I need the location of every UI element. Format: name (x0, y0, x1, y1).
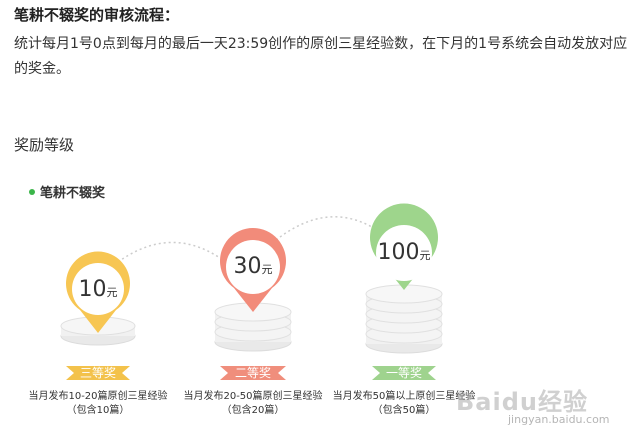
rule-heading: 笔耕不辍奖的审核流程： (14, 6, 180, 24)
tier1-caption-line2: （包含50篇） (372, 405, 436, 416)
baidu-watermark-logo: Baidu经验 (456, 388, 588, 416)
ribbon-tier1-icon (372, 366, 436, 380)
panel-title-label: 笔耕不辍奖 (40, 186, 106, 201)
tier3-caption: 当月发布10-20篇原创三星经验 （包含10篇） (18, 390, 178, 418)
section-title: 奖励等级 (14, 136, 75, 154)
connector-arc-1 (117, 241, 221, 263)
tier1-amount: 100元 (377, 240, 431, 265)
connector-arc-2 (275, 216, 381, 241)
rule-description: 统计每月1号0点到每月的最后一天23:59创作的原创三星经验数，在下月的1号系统… (14, 36, 628, 77)
watermark-url: jingyan.baidu.com (508, 413, 610, 426)
ribbon-tier3-icon (66, 366, 130, 380)
pin-tier2-icon (220, 228, 287, 312)
tier1-caption: 当月发布50篇以上原创三星经验 （包含50篇） (324, 390, 484, 418)
tier2-caption-line1: 当月发布20-50篇原创三星经验 (183, 391, 323, 402)
bullet-dot-icon (29, 189, 35, 195)
tier2-amount: 30元 (233, 254, 273, 279)
pin-tier3-icon (66, 251, 130, 333)
tier1-rank-label: 一等奖 (385, 366, 422, 380)
tier2-rank-label: 二等奖 (234, 366, 271, 380)
coin-stack-tier1-icon (365, 284, 443, 354)
pin-tier1-icon (370, 203, 438, 290)
tier2-caption-line2: （包含20篇） (221, 405, 285, 416)
tier3-caption-line1: 当月发布10-20篇原创三星经验 (28, 391, 168, 402)
tier3-rank-label: 三等奖 (79, 366, 116, 380)
ribbon-tier2-icon (220, 366, 286, 380)
tier3-amount: 10元 (78, 277, 118, 302)
panel-title: 笔耕不辍奖 (28, 182, 105, 201)
tier3-caption-line2: （包含10篇） (66, 405, 130, 416)
tier1-caption-line1: 当月发布50篇以上原创三星经验 (332, 391, 476, 402)
tier2-caption: 当月发布20-50篇原创三星经验 （包含20篇） (173, 390, 333, 418)
